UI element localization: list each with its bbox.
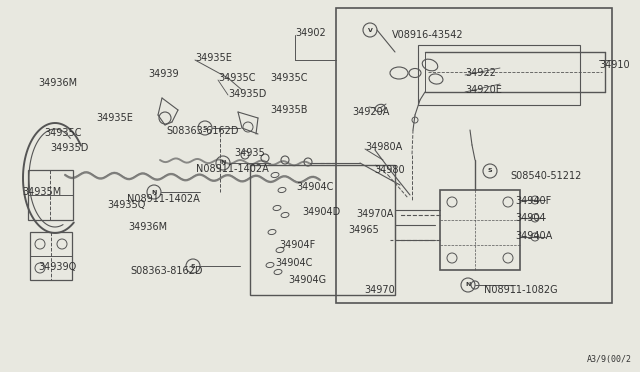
Text: 34935C: 34935C bbox=[44, 128, 81, 138]
Text: 34935Q: 34935Q bbox=[107, 200, 145, 210]
Text: N: N bbox=[465, 282, 470, 288]
Text: 34940F: 34940F bbox=[515, 196, 551, 206]
Text: 34904F: 34904F bbox=[279, 240, 316, 250]
Text: S08363-8162D: S08363-8162D bbox=[130, 266, 202, 276]
Text: S08540-51212: S08540-51212 bbox=[510, 171, 581, 181]
Bar bbox=[250, 165, 395, 295]
Bar bbox=[336, 8, 612, 303]
Text: S08363-6162D: S08363-6162D bbox=[166, 126, 239, 136]
Text: 34970A: 34970A bbox=[356, 209, 394, 219]
Text: 34970: 34970 bbox=[364, 285, 395, 295]
Text: V: V bbox=[367, 28, 372, 32]
Text: 34940A: 34940A bbox=[515, 231, 552, 241]
Text: S: S bbox=[203, 125, 207, 131]
Text: 34936M: 34936M bbox=[38, 78, 77, 88]
Text: 34904C: 34904C bbox=[296, 182, 333, 192]
Text: 34935B: 34935B bbox=[270, 105, 307, 115]
Text: N: N bbox=[151, 189, 157, 195]
Text: 34935E: 34935E bbox=[195, 53, 232, 63]
Text: 34935: 34935 bbox=[234, 148, 265, 158]
Bar bbox=[440, 190, 520, 270]
Text: 34935D: 34935D bbox=[50, 143, 88, 153]
Text: 34980: 34980 bbox=[374, 165, 404, 175]
Text: 34904D: 34904D bbox=[302, 207, 340, 217]
Text: 34920A: 34920A bbox=[352, 107, 389, 117]
Text: 34939Q: 34939Q bbox=[38, 262, 76, 272]
Bar bbox=[418, 45, 580, 105]
Text: 34904: 34904 bbox=[515, 213, 546, 223]
Text: 34935M: 34935M bbox=[22, 187, 61, 197]
Text: N08911-1402A: N08911-1402A bbox=[196, 164, 269, 174]
Text: V08916-43542: V08916-43542 bbox=[392, 30, 463, 40]
Text: 34935E: 34935E bbox=[96, 113, 133, 123]
Text: 34980A: 34980A bbox=[365, 142, 403, 152]
Text: S: S bbox=[488, 169, 492, 173]
Text: 34920E: 34920E bbox=[465, 85, 502, 95]
Text: 34965: 34965 bbox=[348, 225, 379, 235]
Text: A3/9(00/2: A3/9(00/2 bbox=[587, 355, 632, 364]
Text: 34922: 34922 bbox=[465, 68, 496, 78]
Text: 34902: 34902 bbox=[295, 28, 326, 38]
Text: N: N bbox=[220, 160, 226, 166]
Text: 34904C: 34904C bbox=[275, 258, 312, 268]
Text: 34904G: 34904G bbox=[288, 275, 326, 285]
Text: 34935C: 34935C bbox=[218, 73, 255, 83]
Text: 34936M: 34936M bbox=[128, 222, 167, 232]
Text: 34935C: 34935C bbox=[270, 73, 307, 83]
Text: N08911-1082G: N08911-1082G bbox=[484, 285, 557, 295]
Text: 34939: 34939 bbox=[148, 69, 179, 79]
Text: 34935D: 34935D bbox=[228, 89, 266, 99]
Text: 34910: 34910 bbox=[599, 60, 630, 70]
Text: N08911-1402A: N08911-1402A bbox=[127, 194, 200, 204]
Bar bbox=[30, 232, 72, 280]
Text: S: S bbox=[191, 263, 195, 269]
Bar bbox=[28, 170, 73, 220]
